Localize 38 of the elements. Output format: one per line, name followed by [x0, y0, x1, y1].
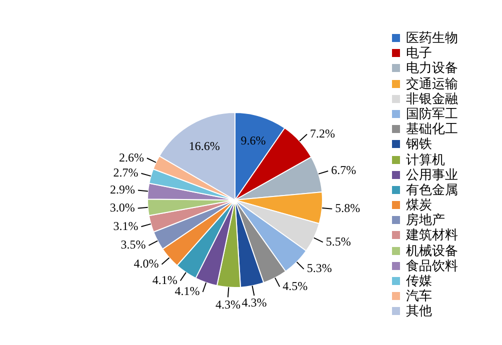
legend-label: 公用事业	[405, 166, 458, 182]
legend-label: 煤炭	[405, 197, 433, 212]
data-label: 3.0%	[110, 200, 135, 214]
data-label: 2.6%	[118, 150, 144, 164]
legend-label: 食品饮料	[405, 258, 458, 273]
data-label: 4.5%	[282, 278, 308, 293]
data-label: 3.5%	[120, 238, 146, 252]
legend-label: 传媒	[405, 273, 433, 288]
legend-label: 有色金属	[405, 182, 458, 198]
legend-label: 基础化工	[405, 121, 458, 136]
legend-label: 计算机	[405, 152, 446, 167]
data-label: 5.8%	[335, 201, 360, 216]
data-label: 4.3%	[215, 297, 240, 312]
legend-label: 医药生物	[405, 30, 458, 46]
data-label: 16.6%	[188, 139, 220, 154]
legend-label: 机械设备	[405, 242, 458, 258]
legend-label: 电子	[405, 45, 433, 60]
data-label: 9.6%	[240, 134, 266, 148]
data-label: 2.9%	[110, 182, 135, 196]
legend-label: 房地产	[405, 212, 446, 228]
data-label: 4.1%	[152, 272, 178, 287]
data-label: 7.2%	[310, 126, 336, 140]
data-label: 6.7%	[331, 163, 356, 178]
legend-label: 电力设备	[405, 60, 458, 76]
legend-label: 非银金融	[405, 90, 458, 106]
data-label: 4.1%	[174, 284, 200, 298]
data-label: 4.0%	[134, 256, 159, 271]
data-label: 2.7%	[113, 165, 138, 180]
data-label: 3.1%	[113, 218, 138, 233]
legend-label: 汽车	[405, 288, 433, 304]
legend-label: 建筑材料	[405, 227, 458, 243]
legend-label: 交通运输	[405, 76, 458, 91]
legend-label: 其他	[405, 303, 433, 319]
data-label: 5.3%	[306, 261, 332, 276]
legend-label: 钢铁	[405, 136, 433, 152]
legend-label: 国防军工	[405, 106, 458, 122]
data-label: 5.5%	[326, 234, 351, 248]
data-label: 4.3%	[242, 296, 267, 310]
